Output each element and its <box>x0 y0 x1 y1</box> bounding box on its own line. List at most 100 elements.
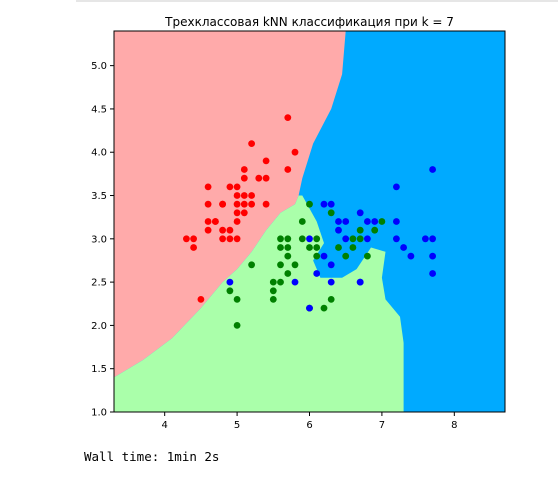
point-series-2-18 <box>371 218 379 225</box>
point-series-2-17 <box>364 218 371 225</box>
point-series-1-26 <box>327 209 335 217</box>
y-axis-ticks: 1.0 1.5 2.0 2.5 3.0 3.5 4.0 4.5 5.0 <box>91 61 114 419</box>
point-series-2-6 <box>320 200 328 208</box>
y-tick-label-1.0: 1.0 <box>91 408 107 419</box>
point-series-1-27 <box>335 244 342 251</box>
point-series-1-23 <box>313 235 321 243</box>
point-series-1-33 <box>364 252 371 260</box>
point-series-2-22 <box>400 244 407 251</box>
point-series-0-6 <box>204 200 212 208</box>
point-series-1-20 <box>306 200 313 208</box>
point-series-0-34 <box>262 157 270 165</box>
x-tick-label-7: 7 <box>379 420 385 431</box>
point-series-2-25 <box>429 270 436 277</box>
point-series-1-7 <box>277 278 284 286</box>
point-series-0-1 <box>183 235 190 243</box>
point-series-1-32 <box>356 226 364 234</box>
point-series-0-22 <box>233 183 241 191</box>
point-series-1-1 <box>233 322 241 329</box>
point-series-1-3 <box>248 261 256 269</box>
y-tick-label-2.5: 2.5 <box>91 278 107 289</box>
point-series-0-10 <box>219 235 227 243</box>
point-series-1-5 <box>269 287 277 295</box>
point-series-1-16 <box>298 235 306 243</box>
point-series-1-2 <box>233 296 241 303</box>
decision-regions <box>114 31 505 412</box>
point-series-0-32 <box>262 200 270 208</box>
green-region <box>114 195 404 412</box>
point-series-2-5 <box>320 252 328 260</box>
point-series-1-8 <box>277 261 284 269</box>
point-series-2-29 <box>356 278 364 286</box>
point-series-1-11 <box>284 270 292 277</box>
point-series-2-27 <box>429 235 436 243</box>
cell-top-border <box>76 0 558 2</box>
point-series-2-15 <box>356 209 364 217</box>
point-series-1-31 <box>356 235 364 243</box>
point-series-2-11 <box>335 218 342 225</box>
point-series-2-10 <box>335 226 342 234</box>
point-series-2-8 <box>327 261 335 269</box>
point-series-0-0 <box>197 296 205 303</box>
point-series-0-24 <box>240 200 248 208</box>
point-series-0-15 <box>226 226 234 234</box>
point-series-0-36 <box>284 114 292 121</box>
point-series-0-23 <box>240 209 248 217</box>
point-series-0-11 <box>219 226 227 234</box>
point-series-2-1 <box>291 278 299 286</box>
point-series-0-33 <box>262 174 270 182</box>
point-series-1-34 <box>371 226 379 234</box>
x-tick-label-4: 4 <box>161 420 167 431</box>
point-series-2-12 <box>342 235 350 243</box>
point-series-0-21 <box>233 192 241 199</box>
point-series-2-13 <box>342 218 350 225</box>
point-series-0-20 <box>233 200 241 208</box>
point-series-0-2 <box>190 244 198 251</box>
point-series-2-19 <box>393 235 400 243</box>
point-series-0-13 <box>219 200 227 208</box>
point-series-0-19 <box>233 209 241 217</box>
point-series-1-35 <box>378 218 386 225</box>
y-tick-label-2.0: 2.0 <box>91 321 107 332</box>
point-series-1-22 <box>313 244 321 251</box>
point-series-1-28 <box>342 252 350 260</box>
point-series-0-4 <box>204 226 212 234</box>
point-series-0-30 <box>248 140 256 148</box>
point-series-1-10 <box>277 235 284 243</box>
y-tick-label-5.0: 5.0 <box>91 61 107 72</box>
point-series-2-20 <box>393 218 400 225</box>
point-series-0-7 <box>204 183 212 191</box>
x-tick-label-6: 6 <box>306 420 312 431</box>
point-series-0-31 <box>255 174 263 182</box>
point-series-0-25 <box>240 192 248 199</box>
y-tick-label-3.5: 3.5 <box>91 191 107 202</box>
point-series-0-3 <box>190 235 198 243</box>
point-series-1-30 <box>349 235 357 243</box>
point-series-0-26 <box>240 174 248 182</box>
point-series-1-9 <box>277 244 284 251</box>
point-series-2-7 <box>327 278 335 286</box>
point-series-1-14 <box>284 235 292 243</box>
point-series-1-21 <box>313 252 321 260</box>
point-series-2-24 <box>422 235 429 243</box>
point-series-2-21 <box>393 183 400 191</box>
point-series-2-23 <box>407 252 415 260</box>
point-series-2-2 <box>306 304 313 312</box>
point-series-1-19 <box>306 244 313 251</box>
point-series-2-26 <box>429 252 436 260</box>
point-series-2-9 <box>327 200 335 208</box>
point-series-1-29 <box>349 244 357 251</box>
point-series-0-37 <box>291 148 299 156</box>
point-series-1-6 <box>269 278 277 286</box>
point-series-1-15 <box>291 261 299 269</box>
chart-title: Трехклассовая kNN классификация при k = … <box>164 15 454 29</box>
point-series-0-16 <box>226 183 234 191</box>
point-series-1-25 <box>327 296 335 303</box>
point-series-2-4 <box>313 270 321 277</box>
y-tick-label-4.0: 4.0 <box>91 148 107 159</box>
point-series-1-17 <box>298 218 306 225</box>
point-series-1-0 <box>226 287 234 295</box>
x-tick-label-5: 5 <box>234 420 240 431</box>
y-tick-label-1.5: 1.5 <box>91 364 107 375</box>
point-series-0-35 <box>284 166 292 173</box>
